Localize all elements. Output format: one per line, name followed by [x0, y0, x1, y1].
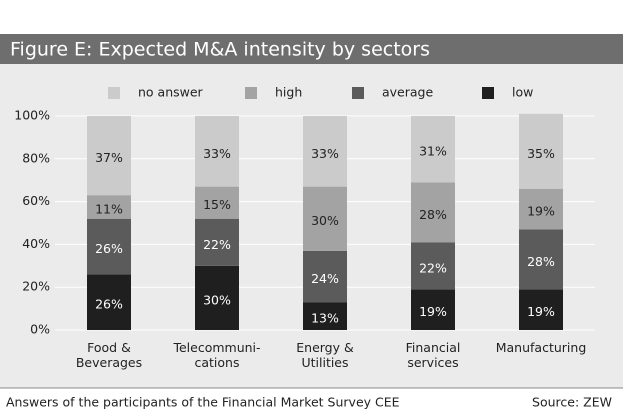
value-label: 24%	[311, 271, 339, 286]
y-tick-label: 40%	[22, 236, 50, 251]
value-label: 33%	[203, 146, 231, 161]
bar-segment	[195, 265, 239, 330]
legend-label: low	[512, 85, 533, 100]
value-label: 37%	[95, 150, 123, 165]
bar-segment	[519, 229, 563, 290]
value-label: 22%	[203, 237, 231, 252]
legend-label: no answer	[138, 85, 204, 100]
bar-segment	[303, 250, 347, 303]
bar-segment	[411, 289, 455, 330]
legend-swatch	[352, 87, 364, 99]
legend-swatch	[482, 87, 494, 99]
value-label: 19%	[419, 304, 447, 319]
value-label: 22%	[419, 260, 447, 275]
value-label: 19%	[527, 304, 555, 319]
bar-segment	[195, 116, 239, 187]
x-tick-label: Food & Beverages	[75, 340, 143, 370]
bar-segment	[411, 242, 455, 290]
value-label: 28%	[419, 207, 447, 222]
x-tick-label: Energy & Utilities	[296, 340, 354, 370]
y-tick-label: 20%	[22, 279, 50, 294]
value-label: 30%	[203, 292, 231, 307]
bar-segment	[87, 116, 131, 196]
legend-swatch	[108, 87, 120, 99]
chart-title: Figure E: Expected M&A intensity by sect…	[10, 39, 430, 61]
value-label: 11%	[95, 201, 123, 216]
value-label: 26%	[95, 241, 123, 256]
bar-segment	[519, 289, 563, 330]
legend-label: high	[275, 85, 302, 100]
x-tick-label: Financial services	[405, 340, 461, 370]
bar-segment	[411, 116, 455, 183]
bar-segment	[87, 218, 131, 275]
value-label: 13%	[311, 311, 339, 326]
bar-segment	[195, 186, 239, 219]
x-tick-label: Manufacturing	[495, 340, 587, 355]
footnote: Answers of the participants of the Finan…	[6, 395, 400, 410]
y-tick-label: 60%	[22, 193, 50, 208]
bar-segment	[303, 302, 347, 330]
value-label: 31%	[419, 144, 447, 159]
legend-swatch	[245, 87, 257, 99]
value-label: 30%	[311, 213, 339, 228]
bar-segment	[195, 218, 239, 266]
bar-segment	[303, 186, 347, 251]
source: Source: ZEW	[532, 395, 612, 410]
y-tick-label: 100%	[14, 108, 50, 123]
bar-segment	[519, 188, 563, 230]
bar-segment	[411, 182, 455, 243]
bar-segment	[87, 274, 131, 330]
y-tick-label: 0%	[30, 322, 50, 337]
value-label: 15%	[203, 197, 231, 212]
value-label: 19%	[527, 204, 555, 219]
value-label: 33%	[311, 146, 339, 161]
bar-segment	[303, 116, 347, 187]
y-tick-label: 80%	[22, 150, 50, 165]
value-label: 28%	[527, 254, 555, 269]
value-label: 26%	[95, 297, 123, 312]
bar-segment	[87, 195, 131, 219]
bar-segment	[519, 113, 563, 189]
legend-label: average	[382, 85, 433, 100]
value-label: 35%	[527, 146, 555, 161]
x-tick-label: Telecommuni- cations	[173, 340, 261, 370]
title-banner	[0, 34, 623, 64]
